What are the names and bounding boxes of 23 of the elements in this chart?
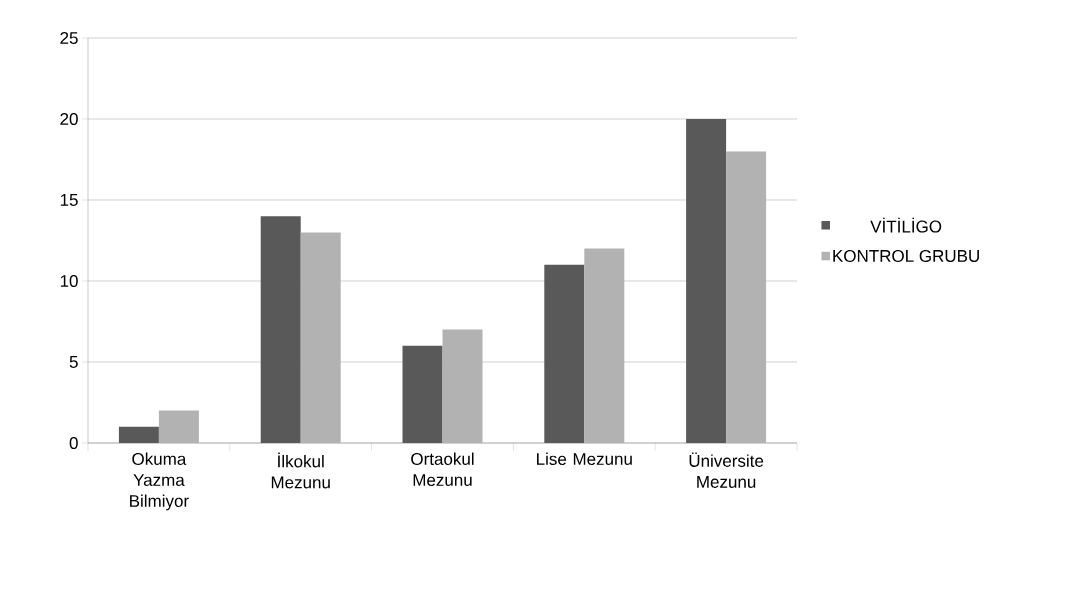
x-tick-label: Lise Mezunu: [537, 452, 632, 466]
legend-label: KONTROL GRUBU: [833, 249, 979, 262]
y-tick-label: 5: [69, 356, 78, 368]
x-tick-label: Okuma Yazma Bilmiyor: [130, 452, 189, 511]
legend-label: VİTİLİGO: [870, 217, 942, 233]
x-tick-label: İlkokul Mezunu: [271, 452, 330, 489]
bar: [402, 345, 443, 443]
bar: [686, 119, 727, 443]
bar: [300, 232, 341, 443]
bar: [726, 151, 767, 443]
y-tick-label: 20: [60, 112, 78, 126]
x-tick-label: Üniversite Mezunu: [689, 452, 764, 488]
y-tick-label: 10: [60, 274, 78, 288]
bar: [260, 216, 301, 443]
y-tick-label: 15: [60, 194, 78, 206]
y-tick-label: 25: [60, 31, 78, 45]
x-tick-label: Ortaokul Mezunu: [411, 452, 474, 487]
y-tick-label: 0: [69, 436, 78, 450]
bar: [584, 248, 625, 443]
bar: [544, 264, 585, 443]
bar: [442, 329, 483, 443]
bar: [158, 410, 199, 443]
bar: [118, 426, 159, 443]
